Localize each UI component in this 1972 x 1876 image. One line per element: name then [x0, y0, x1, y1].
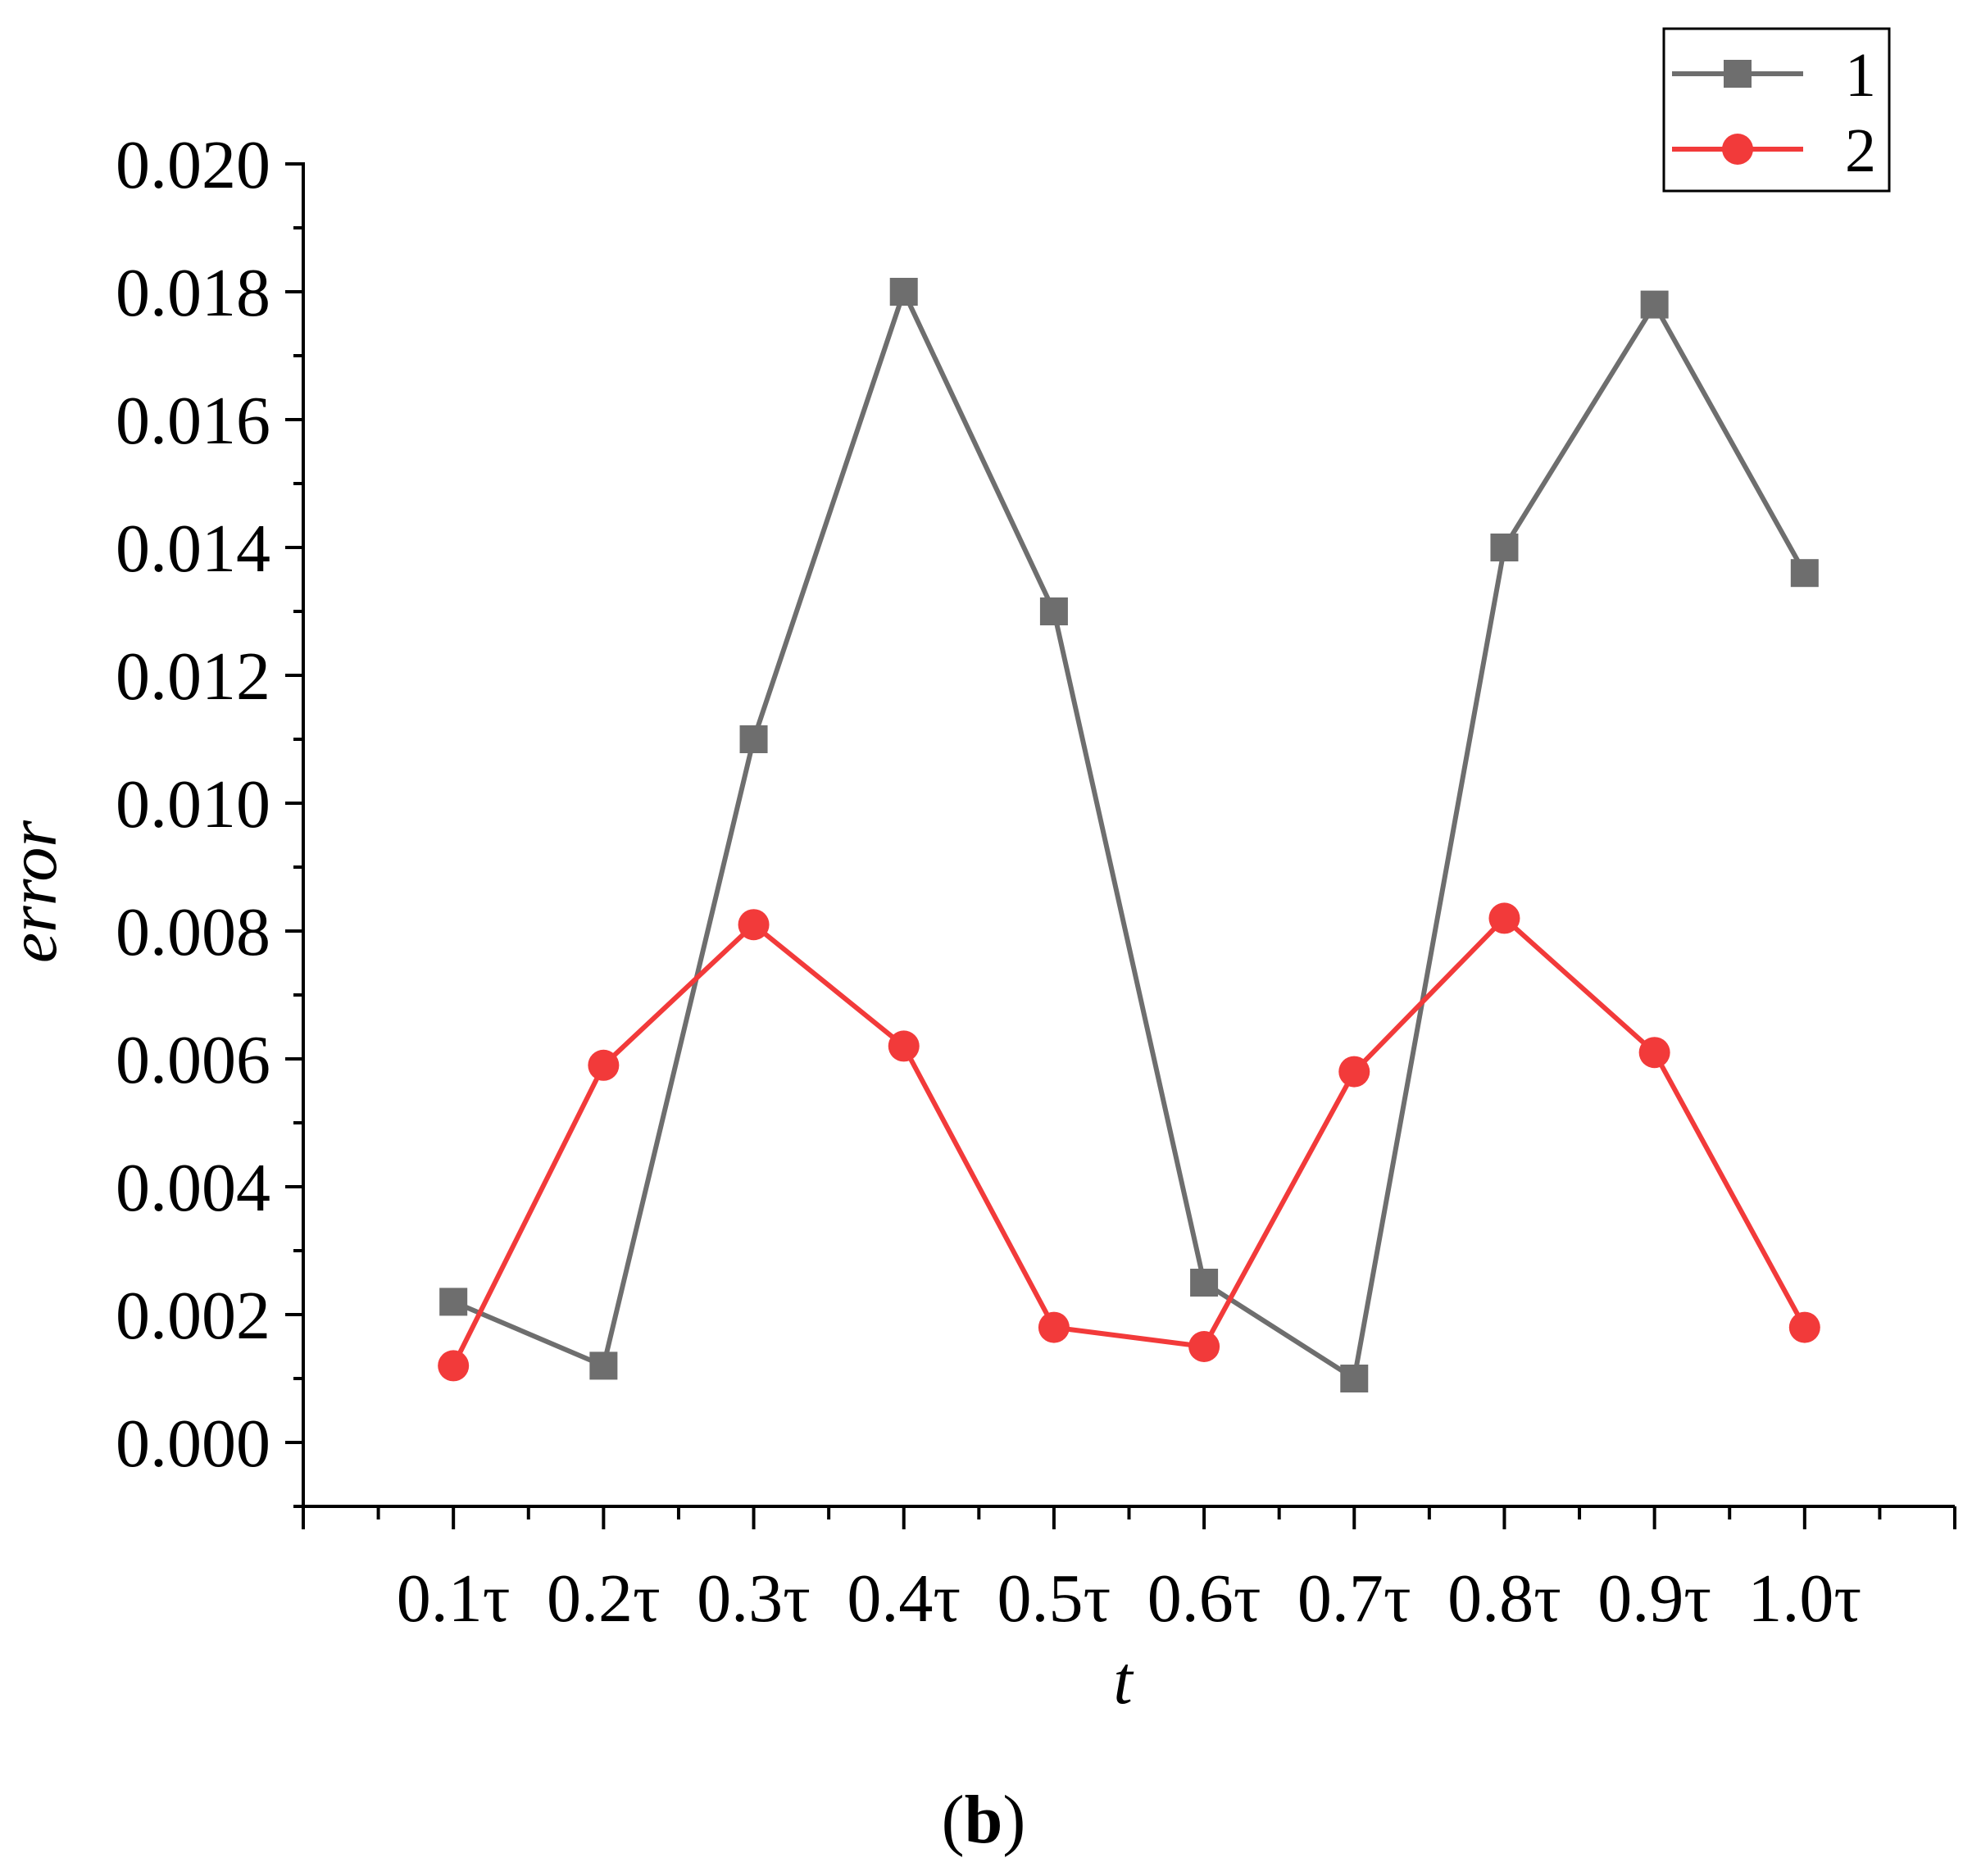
caption-close: ) — [1002, 1782, 1025, 1858]
x-tick-label: 0.1τ — [397, 1560, 511, 1637]
y-tick-label: 0.006 — [116, 1022, 270, 1098]
y-tick-label: 0.018 — [116, 255, 270, 331]
y-tick-label: 0.012 — [116, 638, 270, 715]
figure-caption: (b) — [942, 1782, 1026, 1858]
series-layer — [438, 278, 1820, 1392]
data-point — [1338, 1056, 1370, 1088]
legend-box — [1662, 27, 1891, 193]
data-point — [589, 1351, 618, 1380]
legend: 12 — [1662, 27, 1891, 193]
data-point — [889, 278, 918, 306]
series-1 — [439, 278, 1819, 1392]
x-tick-label: 1.0τ — [1747, 1560, 1861, 1637]
data-point — [888, 1030, 920, 1062]
x-tick-label: 0.7τ — [1297, 1560, 1411, 1637]
data-point — [739, 725, 768, 753]
x-tick-label: 0.6τ — [1147, 1560, 1261, 1637]
axes: 0.000 0.002 0.004 0.006 0.008 0.010 0.012 0.014… — [116, 127, 1956, 1637]
series-line — [451, 915, 1807, 1367]
data-point — [1190, 1269, 1219, 1297]
data-point — [1490, 534, 1519, 561]
x-tick-label: 0.9τ — [1597, 1560, 1711, 1637]
series-2 — [438, 902, 1820, 1382]
data-point — [1790, 559, 1819, 588]
data-point — [1488, 902, 1520, 934]
data-point — [1640, 290, 1669, 319]
y-tick-label: 0.014 — [116, 511, 270, 587]
data-point — [438, 1350, 470, 1382]
data-point — [1188, 1331, 1220, 1362]
legend-marker — [1724, 60, 1752, 88]
data-point — [1340, 1365, 1369, 1392]
legend-item-1: 1 — [1672, 41, 1876, 110]
data-point — [439, 1288, 468, 1316]
x-tick-label: 0.8τ — [1447, 1560, 1561, 1637]
data-point — [738, 909, 770, 941]
legend-item-2: 2 — [1672, 116, 1876, 185]
data-point — [1788, 1311, 1820, 1343]
series-line — [452, 289, 1807, 1381]
data-point — [1039, 597, 1068, 625]
x-tick-label: 0.4τ — [847, 1560, 961, 1637]
y-axis-title: error — [0, 820, 71, 964]
y-tick-label: 0.002 — [116, 1278, 270, 1354]
x-tick-label: 0.2τ — [547, 1560, 661, 1637]
data-point — [1638, 1037, 1670, 1069]
x-tick-label: 0.5τ — [997, 1560, 1111, 1637]
legend-label: 1 — [1845, 41, 1876, 110]
x-tick-label: 0.3τ — [697, 1560, 811, 1637]
y-tick-label: 0.020 — [116, 127, 270, 203]
caption-open: ( — [942, 1782, 965, 1858]
x-axis-title: t — [1113, 1642, 1134, 1719]
caption-letter: b — [965, 1782, 1003, 1858]
data-point — [588, 1049, 620, 1081]
y-tick-label: 0.008 — [116, 894, 270, 970]
legend-marker — [1722, 134, 1753, 165]
data-point — [1038, 1311, 1070, 1343]
y-tick-label: 0.016 — [116, 383, 270, 459]
y-tick-label: 0.010 — [116, 766, 270, 843]
y-tick-label: 0.000 — [116, 1406, 270, 1482]
y-tick-label: 0.004 — [116, 1150, 270, 1226]
legend-label: 2 — [1845, 116, 1876, 185]
